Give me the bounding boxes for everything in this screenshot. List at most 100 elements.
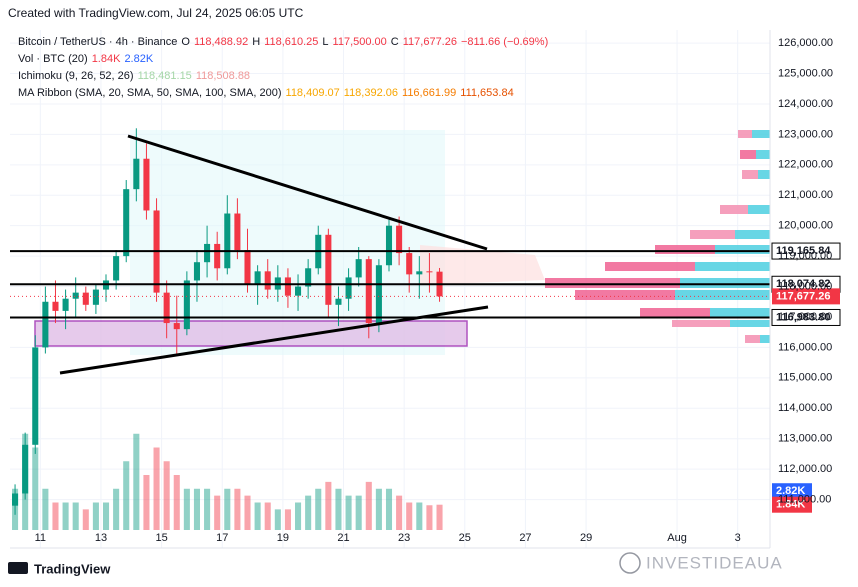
y-tick-label: 119,000.00 [778,250,832,262]
candle-body [143,158,150,211]
legend-item: 2.82K [124,53,153,65]
candle-body [365,259,372,324]
legend-item: Vol · BTC (20) [18,53,88,65]
candle-body [406,253,413,275]
volume-bar [183,488,190,530]
level-label: 119,165.84 [776,245,831,257]
legend-item: 117,677.26 [403,36,457,48]
legend-item: 118,610.25 [264,36,318,48]
legend-item: 118,409.07 [286,87,340,99]
candle-body [416,271,423,275]
volume-label: 2.82K [776,485,805,497]
candle-body [305,268,312,287]
legend-item: L [322,36,328,48]
y-tick-label: 118,000.00 [778,280,832,292]
candle-body [244,250,251,284]
volume-bar [274,509,281,530]
candle-body [345,277,352,299]
volume-label: 1.84K [776,499,805,511]
legend-item: 117,500.00 [333,36,387,48]
volume-bars [12,433,443,530]
x-tick-label: 13 [95,532,107,544]
legend-item: 118,392.06 [344,87,398,99]
current-price-label: 117,677.26 [776,290,830,302]
candle-body [82,292,89,305]
watermark-icon [619,552,641,574]
candle-body [385,225,393,266]
x-tick-label: 25 [459,532,471,544]
legend-item: Bitcoin / TetherUS · 4h · Binance [18,36,177,48]
volume-bar [52,502,59,530]
volume-bar [32,447,39,530]
volume-bar [92,502,99,530]
volume-bar [82,509,89,530]
volume-bar [264,502,271,530]
candle-body [214,243,221,269]
volume-bar [173,475,180,530]
legend-row: Bitcoin / TetherUS · 4h · Binance O 118,48… [18,36,548,48]
legend-item: 118,481.15 [138,70,192,82]
legend-item: 1.84K [92,53,121,65]
volume-bar [295,502,302,530]
volume-bar [193,488,201,530]
candle-body [52,301,59,311]
y-tick-label: 124,000.00 [778,98,833,110]
candle-body [183,280,190,330]
volume-bar [284,509,291,530]
volume-bar [224,488,231,530]
volume-bar [72,502,79,530]
volume-bar [315,488,322,530]
candle-body [234,213,241,251]
legend-item: MA Ribbon (SMA, 20, SMA, 50, SMA, 100, S… [18,87,282,99]
volume-profile [545,130,770,343]
legend-row: Vol · BTC (20) 1.84K 2.82K [18,53,154,65]
legend: Bitcoin / TetherUS · 4h · Binance O 118,48… [18,36,548,99]
y-tick-label: 113,000.00 [778,433,832,445]
legend-item: Ichimoku (9, 26, 52, 26) [18,70,134,82]
volume-bar [244,495,251,530]
y-tick-label: 125,000.00 [778,67,833,79]
candle-body [295,286,302,296]
y-tick-label: 117,000.00 [778,311,832,323]
current-price-box [772,288,840,305]
y-tick-label: 111,000.00 [778,493,831,505]
x-tick-label: 23 [398,532,410,544]
legend-item: H [252,36,260,48]
candle-body [426,271,433,273]
candle-body [42,301,49,348]
legend-item: 118,488.92 [194,36,248,48]
y-tick-label: 112,000.00 [778,463,832,475]
candle-body [193,262,201,281]
volume-bar [113,488,120,530]
volume-bar [102,502,110,530]
header: Created with TradingView.com, Jul 24, 20… [8,6,304,20]
volume-bar [163,461,170,530]
volume-bar [436,504,443,530]
candle-body [12,493,19,506]
trendline-upper [127,134,488,251]
watermark: INVESTIDEAUA [646,553,783,572]
volume-bar [325,481,332,530]
candle-body [32,347,39,445]
volume-bar [365,481,372,530]
candle-body [62,298,69,311]
y-tick-label: 122,000.00 [778,159,833,171]
x-tick-label: 19 [277,532,289,544]
candle-body [284,277,291,296]
candle-body [123,189,130,257]
candle-body [72,292,79,299]
x-tick-label: 27 [519,532,531,544]
legend-item: 118,508.88 [196,70,250,82]
x-tick-label: Aug [667,532,687,544]
x-tick-label: 15 [155,532,167,544]
volume-bar [42,488,49,530]
legend-item: −811.66 (−0.69%) [461,36,548,48]
volume-bar [335,488,342,530]
volume-bar [396,495,403,530]
y-tick-label: 121,000.00 [778,189,833,201]
candle-body [113,256,120,281]
ichimoku-cloud [420,245,545,285]
volume-bar [153,447,160,530]
y-tick-label: 116,000.00 [778,341,832,353]
